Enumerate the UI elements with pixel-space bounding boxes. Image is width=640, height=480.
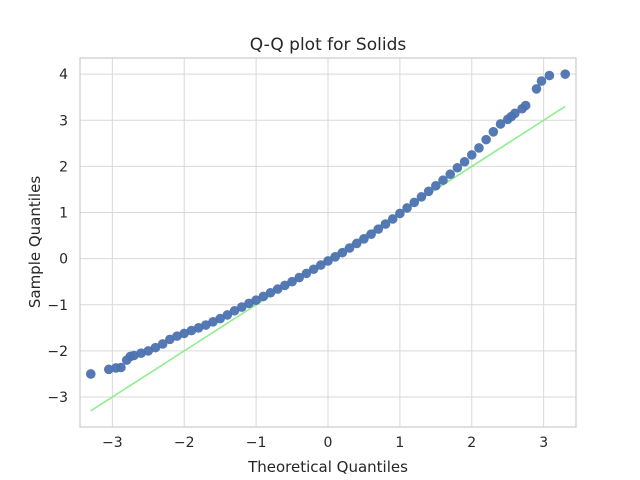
- x-tick-label: 2: [467, 435, 476, 451]
- x-axis-label: Theoretical Quantiles: [247, 458, 408, 476]
- qq-point: [157, 339, 168, 349]
- qq-point: [510, 108, 520, 119]
- qq-point: [236, 302, 247, 312]
- qq-point: [536, 76, 547, 86]
- qq-point: [116, 362, 126, 373]
- y-tick-label: 0: [59, 252, 68, 268]
- x-tick-label: −1: [246, 435, 267, 451]
- x-tick-label: −3: [102, 435, 123, 451]
- qq-point: [423, 186, 434, 197]
- qq-point: [466, 150, 477, 160]
- plot-frame: [79, 57, 577, 428]
- qq-point: [452, 162, 463, 173]
- qq-point: [150, 342, 161, 353]
- qq-point: [438, 175, 448, 186]
- qq-point: [402, 203, 412, 213]
- qq-point: [103, 364, 114, 375]
- y-tick-label: 1: [59, 206, 68, 222]
- x-tick-label: 3: [539, 435, 548, 451]
- y-tick-label: 4: [59, 67, 68, 83]
- qq-point: [193, 323, 204, 333]
- qq-point: [380, 219, 391, 229]
- y-axis-label: Sample Quantiles: [26, 176, 44, 308]
- y-tick-label: −3: [47, 390, 68, 406]
- qq-point: [495, 119, 506, 129]
- qq-point: [165, 334, 175, 345]
- qq-point: [488, 127, 499, 137]
- qq-point: [265, 287, 276, 298]
- chart-title: Q-Q plot for Solids: [250, 35, 407, 55]
- qq-point: [215, 313, 225, 324]
- qq-point: [337, 247, 348, 258]
- qq-point: [244, 298, 254, 309]
- y-tick-label: 2: [59, 159, 68, 175]
- qq-point: [280, 280, 290, 291]
- y-tick-label: −2: [47, 344, 68, 360]
- qq-point: [179, 328, 190, 339]
- qq-point: [544, 70, 555, 81]
- points-layer: [85, 69, 571, 379]
- qq-point: [409, 197, 420, 208]
- qq-point: [359, 234, 369, 244]
- y-tick-label: 3: [59, 113, 68, 129]
- qq-point: [330, 251, 340, 262]
- qq-point: [474, 143, 484, 153]
- qq-point: [251, 295, 261, 305]
- qq-point: [459, 156, 470, 167]
- qq-point: [294, 272, 305, 283]
- qq-point: [373, 224, 384, 234]
- qq-point: [560, 69, 571, 79]
- qq-point: [445, 169, 456, 180]
- x-tick-label: 0: [324, 435, 333, 451]
- qq-point: [287, 276, 297, 287]
- qq-point: [85, 369, 96, 379]
- qq-point: [229, 305, 240, 316]
- y-tick-label: −1: [47, 298, 68, 314]
- qq-point: [316, 260, 326, 270]
- qq-point: [531, 84, 542, 94]
- qq-point: [208, 317, 218, 327]
- qq-point: [395, 208, 405, 219]
- qq-point: [258, 291, 269, 302]
- qq-point: [387, 214, 398, 224]
- qq-point: [520, 100, 531, 111]
- tick-label-layer: −3 −2 −1 0 1 2 3 −3 −2 −1 0 1 2 3 4: [47, 67, 548, 451]
- qq-point: [143, 346, 154, 356]
- qq-point: [366, 229, 376, 239]
- qq-point: [481, 134, 491, 145]
- qq-point: [200, 320, 211, 330]
- qq-point: [186, 325, 197, 336]
- qq-point: [351, 238, 362, 249]
- qq-point: [272, 284, 283, 294]
- qq-point: [308, 264, 319, 275]
- qq-point: [431, 180, 441, 191]
- qq-point: [323, 256, 333, 266]
- qq-point: [301, 268, 312, 279]
- x-tick-label: −2: [174, 435, 195, 451]
- x-tick-label: 1: [395, 435, 404, 451]
- qq-point: [222, 310, 233, 320]
- qq-point: [416, 192, 427, 202]
- qq-point: [172, 331, 182, 341]
- qq-point: [344, 243, 355, 253]
